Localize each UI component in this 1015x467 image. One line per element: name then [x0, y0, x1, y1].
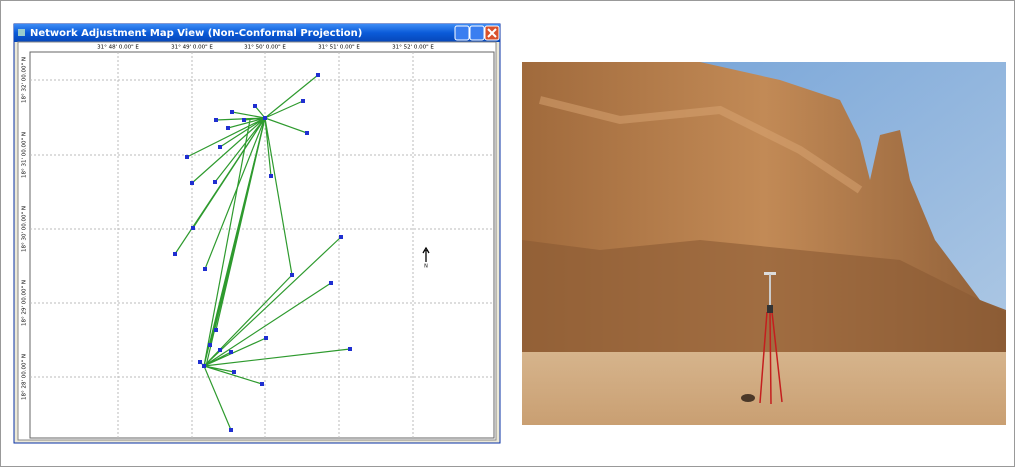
photo: [522, 62, 1006, 425]
maximize-button[interactable]: [470, 26, 484, 40]
screen: Network Adjustment Map View (Non-Conform…: [0, 0, 1015, 467]
window-title: Network Adjustment Map View (Non-Conform…: [30, 28, 362, 39]
y-label: 18° 28' 00.00" N: [22, 354, 28, 400]
north-label: N: [424, 264, 428, 270]
x-label: 31° 52' 0.00" E: [392, 45, 434, 51]
y-label: 18° 31' 00.00" N: [22, 132, 28, 178]
minimize-button[interactable]: [455, 26, 469, 40]
y-label: 18° 32' 00.00" N: [22, 57, 28, 103]
y-label: 18° 30' 00.00" N: [22, 206, 28, 252]
page: Network Adjustment Map View (Non-Conform…: [0, 0, 1015, 467]
window-icon: [18, 29, 25, 36]
x-label: 31° 51' 0.00" E: [318, 45, 360, 51]
x-label: 31° 50' 0.00" E: [244, 45, 286, 51]
x-label: 31° 49' 0.00" E: [171, 45, 213, 51]
x-label: 31° 48' 0.00" E: [97, 45, 139, 51]
map-plot: [30, 52, 494, 438]
y-label: 18° 29' 00.00" N: [22, 280, 28, 326]
